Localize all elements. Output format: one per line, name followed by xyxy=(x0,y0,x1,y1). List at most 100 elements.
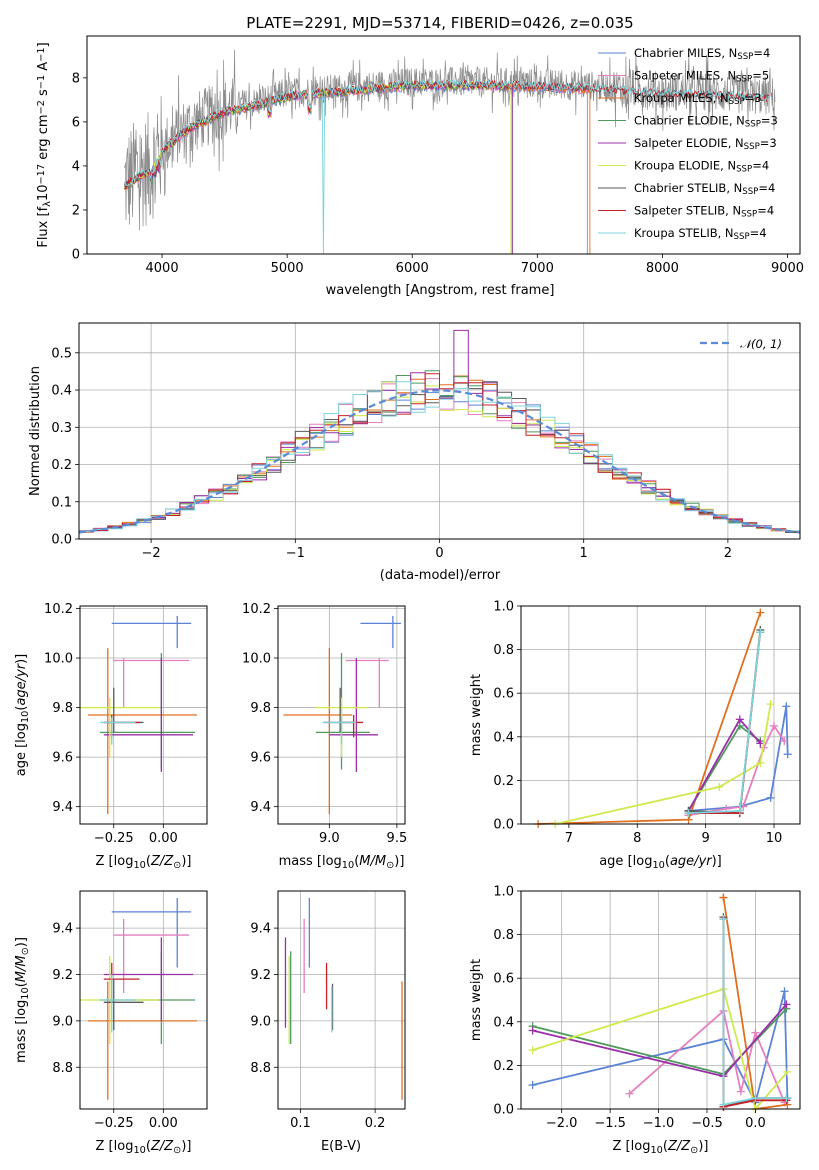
hist-xtick-label: 0 xyxy=(435,546,443,561)
age_vs_Z-xlabel: Z [log10(Z/Z⊙)] xyxy=(96,854,192,871)
mass_weight_vs_age-ytick-label: 0.6 xyxy=(493,687,514,702)
mass_weight_vs_Z-ytick-label: 0.2 xyxy=(493,1059,514,1074)
mass_weight_vs_Z-ylabel: mass weight xyxy=(469,959,484,1041)
spectrum-ytick-label: 4 xyxy=(72,159,80,174)
label-segment: )] xyxy=(181,854,191,869)
age_vs_mass-xtick-label: 9.0 xyxy=(319,831,340,846)
label-segment: =4 xyxy=(752,159,769,173)
label-segment: SSP xyxy=(737,52,753,62)
label-segment: ( xyxy=(354,854,359,869)
label-segment: λ xyxy=(42,201,53,207)
hist-xtick-label: 2 xyxy=(724,546,732,561)
label-segment: age [log xyxy=(14,723,29,776)
legend-label: Chabrier STELIB, NSSP=4 xyxy=(634,181,775,197)
label-segment: 10 xyxy=(20,711,31,723)
legend-label: Chabrier ELODIE, NSSP=3 xyxy=(634,114,778,130)
mass_vs_Z-ytick-label: 9.4 xyxy=(52,922,73,937)
label-segment: ⊙ xyxy=(386,860,394,871)
hist-ytick-label: 0.3 xyxy=(51,421,72,436)
mass_vs_ebv-ytick-label: 9.4 xyxy=(250,922,271,937)
mass_vs_Z-xlabel: Z [log10(Z/Z⊙)] xyxy=(96,1139,192,1156)
chart-title: PLATE=2291, MJD=53714, FIBERID=0426, z=0… xyxy=(246,14,633,32)
age_vs_mass-ytick-label: 9.6 xyxy=(250,751,271,766)
label-segment: A xyxy=(36,62,51,75)
mass_weight_vs_age-xtick-label: 9 xyxy=(701,831,709,846)
mass_vs_Z-ytick-label: 9.0 xyxy=(52,1014,73,1029)
mass_vs_Z-ytick-label: 8.8 xyxy=(52,1061,73,1076)
label-segment: )] xyxy=(712,854,722,869)
legend-label: Chabrier MILES, NSSP=4 xyxy=(634,46,770,62)
spectrum-xtick-label: 6000 xyxy=(396,261,429,276)
label-segment: =3 xyxy=(745,91,762,105)
mass_weight_vs_age-xlabel: age [log10(age/yr)] xyxy=(599,854,722,871)
hist-ylabel: Normed distribution xyxy=(28,366,43,496)
mass_weight_vs_Z-ytick-label: 0.0 xyxy=(493,1103,514,1118)
age_vs_mass-ytick-label: 10.0 xyxy=(242,652,271,667)
label-segment: )] xyxy=(698,1139,708,1154)
hist-ytick-label: 0.1 xyxy=(51,495,72,510)
mass_weight_vs_Z-xlabel: Z [log10(Z/Z⊙)] xyxy=(613,1139,709,1156)
label-segment: age/yr xyxy=(14,662,29,705)
spectrum-frame xyxy=(86,35,801,255)
label-segment: )] xyxy=(14,937,29,947)
age_vs_Z-xtick-label: 0.00 xyxy=(149,831,178,846)
spectrum-model-chabrier-miles xyxy=(124,82,588,254)
label-segment: SSP xyxy=(742,187,758,197)
spectrum-ytick-label: 0 xyxy=(72,248,80,263)
legend-label: Kroupa STELIB, NSSP=4 xyxy=(634,226,767,242)
hist-ytick-label: 0.0 xyxy=(51,533,72,548)
label-segment: Kroupa ELODIE, N xyxy=(634,159,736,173)
age_vs_mass-ytick-label: 9.4 xyxy=(250,800,271,815)
age_vs_Z-ylabel: age [log10(age/yr)] xyxy=(14,654,31,777)
legend-label: Salpeter STELIB, NSSP=4 xyxy=(634,204,774,220)
hist-xlabel: (data-model)/error xyxy=(380,568,501,583)
label-segment: Z/Z xyxy=(667,1139,691,1154)
age_vs_mass-xlabel: mass [log10(M/M⊙)] xyxy=(279,854,405,871)
label-segment: Flux [f xyxy=(36,206,51,247)
spectrum-xtick-label: 7000 xyxy=(521,261,554,276)
label-segment: mass [log xyxy=(279,854,342,869)
label-segment: −2 xyxy=(36,100,47,114)
label-segment: )] xyxy=(181,1139,191,1154)
label-segment: =4 xyxy=(757,204,774,218)
mass_weight_vs_Z-xtick-label: −1.0 xyxy=(643,1116,675,1131)
label-segment: ⊙ xyxy=(20,947,31,955)
mass_vs_Z-xtick-label: −0.25 xyxy=(94,1116,134,1131)
hist-ytick-label: 0.2 xyxy=(51,458,72,473)
label-segment: 10 xyxy=(133,860,145,871)
label-segment: ( xyxy=(146,1139,151,1154)
mass_weight_vs_age-xtick-label: 7 xyxy=(565,831,573,846)
mass_vs_ebv-xlabel: E(B-V) xyxy=(321,1139,361,1154)
mass_vs_Z-xtick-label: 0.00 xyxy=(149,1116,178,1131)
spectrum-ytick-label: 2 xyxy=(72,203,80,218)
mass_vs_ebv-group xyxy=(278,891,405,1109)
label-segment: ] xyxy=(36,42,51,47)
age_vs_mass-frame xyxy=(277,605,406,825)
mass_weight_vs_Z-xtick-label: −1.5 xyxy=(594,1116,626,1131)
label-segment: Z/Z xyxy=(150,854,174,869)
hist-xtick-label: 1 xyxy=(580,546,588,561)
label-segment: −1 xyxy=(36,75,47,89)
mass_weight_vs_age-group xyxy=(521,605,800,825)
spectrum-xtick-label: 4000 xyxy=(146,261,179,276)
hist-normal-curve xyxy=(78,389,801,534)
spectrum-model-kroupa-stelib xyxy=(124,78,770,255)
label-segment: 10 xyxy=(36,185,51,202)
label-segment: mass [log xyxy=(14,1000,29,1063)
label-segment: −17 xyxy=(36,164,47,185)
label-segment: ⊙ xyxy=(173,1145,181,1156)
label-segment: ( xyxy=(146,854,151,869)
label-segment: =3 xyxy=(761,114,778,128)
label-segment: Salpeter STELIB, N xyxy=(634,204,741,218)
label-segment: =5 xyxy=(752,69,769,83)
mass_weight_vs_Z-ytick-label: 0.6 xyxy=(493,972,514,987)
mass_vs_ebv-xtick-label: 0.1 xyxy=(290,1116,311,1131)
label-segment: SSP xyxy=(734,232,750,242)
spectrum-model-kroupa-elodie xyxy=(124,79,512,254)
mass_vs_ebv-ytick-label: 8.8 xyxy=(250,1061,271,1076)
label-segment: age [log xyxy=(599,854,652,869)
label-segment: Chabrier STELIB, N xyxy=(634,181,742,195)
label-segment: s xyxy=(36,89,51,100)
mass_weight_vs_Z-ytick-label: 0.8 xyxy=(493,928,514,943)
